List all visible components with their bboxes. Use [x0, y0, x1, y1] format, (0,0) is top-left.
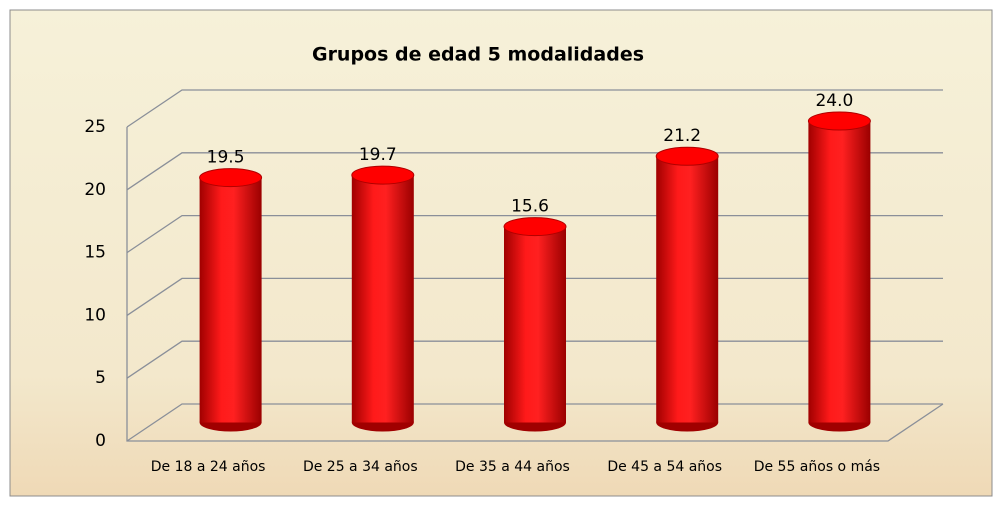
bar-top [807, 111, 871, 131]
value-label: 19.7 [359, 145, 397, 165]
y-tick-label: 5 [95, 368, 106, 388]
chart-title: Grupos de edad 5 modalidades [312, 44, 644, 66]
y-tick-label: 15 [84, 243, 106, 263]
x-tick-label: De 25 a 34 años [303, 459, 418, 475]
x-tick-label: De 18 a 24 años [151, 459, 266, 475]
value-label: 21.2 [663, 126, 701, 146]
axis-frame [126, 127, 944, 442]
x-tick-label: De 55 años o más [754, 459, 880, 475]
bar [808, 121, 871, 423]
bar [199, 177, 262, 423]
x-tick-label: De 35 a 44 años [455, 459, 570, 475]
bar [656, 156, 719, 423]
bar-top [351, 165, 415, 185]
bar-top [199, 168, 263, 188]
value-label: 15.6 [511, 197, 549, 217]
bar [504, 226, 566, 423]
value-label: 24.0 [815, 91, 853, 111]
value-label: 19.5 [207, 148, 245, 168]
y-tick-label: 20 [84, 180, 106, 200]
bar-top [655, 146, 719, 166]
y-tick-label: 25 [84, 117, 106, 137]
bar [351, 175, 414, 423]
bar-top [503, 217, 567, 237]
y-tick-label: 0 [95, 431, 106, 451]
x-tick-label: De 45 a 54 años [607, 459, 722, 475]
y-tick-label: 10 [84, 305, 106, 325]
grid-line [126, 89, 943, 128]
